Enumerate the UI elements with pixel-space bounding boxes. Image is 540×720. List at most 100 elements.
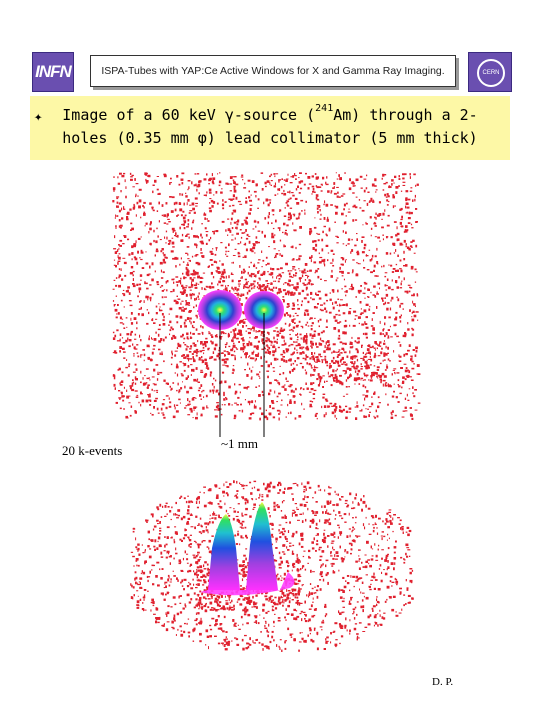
event-dot — [220, 191, 223, 194]
event-dot — [137, 250, 139, 254]
event-dot — [356, 251, 358, 254]
event-dot — [197, 496, 200, 499]
event-dot — [306, 309, 309, 313]
event-dot — [142, 204, 144, 207]
event-dot — [337, 364, 341, 367]
event-dot — [212, 513, 215, 516]
event-dot — [256, 286, 258, 289]
event-dot — [148, 337, 150, 341]
event-dot — [198, 292, 200, 295]
event-dot — [200, 371, 204, 373]
event-dot — [382, 173, 385, 177]
event-dot — [189, 204, 192, 206]
event-dot — [332, 504, 336, 506]
event-dot — [323, 505, 326, 508]
event-dot — [370, 583, 372, 585]
event-dot — [199, 569, 203, 572]
event-dot — [215, 336, 218, 338]
event-dot — [303, 272, 307, 274]
event-dot — [121, 347, 125, 350]
event-dot — [184, 356, 187, 359]
event-dot — [227, 513, 229, 515]
event-dot — [289, 190, 291, 194]
event-dot — [165, 585, 167, 588]
event-dot — [310, 367, 313, 369]
event-dot — [209, 357, 212, 359]
event-dot — [192, 326, 195, 329]
event-dot — [251, 357, 255, 360]
event-dot — [205, 231, 209, 233]
event-dot — [252, 640, 254, 643]
event-dot — [191, 202, 195, 206]
event-dot — [335, 370, 337, 372]
event-dot — [234, 534, 236, 536]
event-dot — [134, 577, 136, 581]
event-dot — [372, 371, 376, 374]
event-dot — [175, 315, 179, 318]
event-dot — [145, 262, 149, 265]
event-dot — [353, 357, 356, 359]
event-dot — [201, 390, 203, 393]
event-dot — [349, 350, 351, 354]
event-dot — [374, 275, 377, 277]
event-dot — [414, 389, 417, 391]
event-dot — [224, 404, 226, 406]
event-dot — [405, 202, 408, 205]
event-dot — [223, 391, 225, 395]
event-dot — [117, 260, 121, 262]
event-dot — [162, 271, 165, 274]
event-dot — [221, 595, 223, 598]
event-dot — [273, 620, 275, 624]
event-dot — [390, 522, 393, 525]
event-dot — [294, 596, 297, 599]
event-dot — [365, 560, 368, 563]
event-dot — [173, 336, 177, 339]
event-dot — [124, 179, 126, 183]
event-dot — [242, 319, 245, 321]
event-dot — [165, 593, 167, 596]
event-dot — [151, 278, 154, 282]
event-dot — [391, 183, 393, 186]
event-dot — [284, 514, 286, 517]
event-dot — [326, 299, 328, 302]
event-dot — [266, 592, 269, 594]
event-dot — [377, 374, 380, 377]
event-dot — [355, 580, 357, 582]
event-dot — [332, 557, 335, 560]
event-dot — [122, 399, 125, 402]
event-dot — [195, 587, 198, 589]
event-dot — [362, 566, 365, 568]
event-dot — [227, 228, 231, 232]
event-dot — [280, 595, 283, 598]
event-dot — [331, 351, 333, 354]
event-dot — [195, 406, 198, 408]
event-dot — [280, 185, 283, 189]
event-dot — [172, 627, 175, 630]
event-dot — [294, 514, 298, 517]
event-dot — [195, 541, 197, 544]
event-dot — [364, 415, 368, 418]
event-dot — [279, 590, 283, 592]
event-dot — [283, 577, 286, 581]
event-dot — [374, 221, 376, 223]
event-dot — [291, 513, 293, 517]
event-dot — [273, 344, 275, 347]
event-dot — [268, 483, 271, 486]
event-dot — [285, 560, 289, 564]
event-dot — [396, 238, 400, 241]
event-dot — [209, 521, 211, 524]
event-dot — [260, 365, 264, 367]
event-dot — [321, 360, 324, 364]
event-dot — [205, 242, 208, 245]
event-dot — [207, 266, 210, 268]
event-dot — [324, 345, 326, 349]
event-dot — [191, 501, 194, 503]
event-dot — [364, 282, 368, 285]
event-dot — [284, 292, 288, 296]
event-dot — [346, 355, 349, 358]
event-dot — [191, 281, 193, 285]
event-dot — [343, 585, 347, 589]
event-dot — [298, 243, 302, 246]
event-dot — [395, 281, 398, 284]
event-dot — [409, 555, 411, 557]
